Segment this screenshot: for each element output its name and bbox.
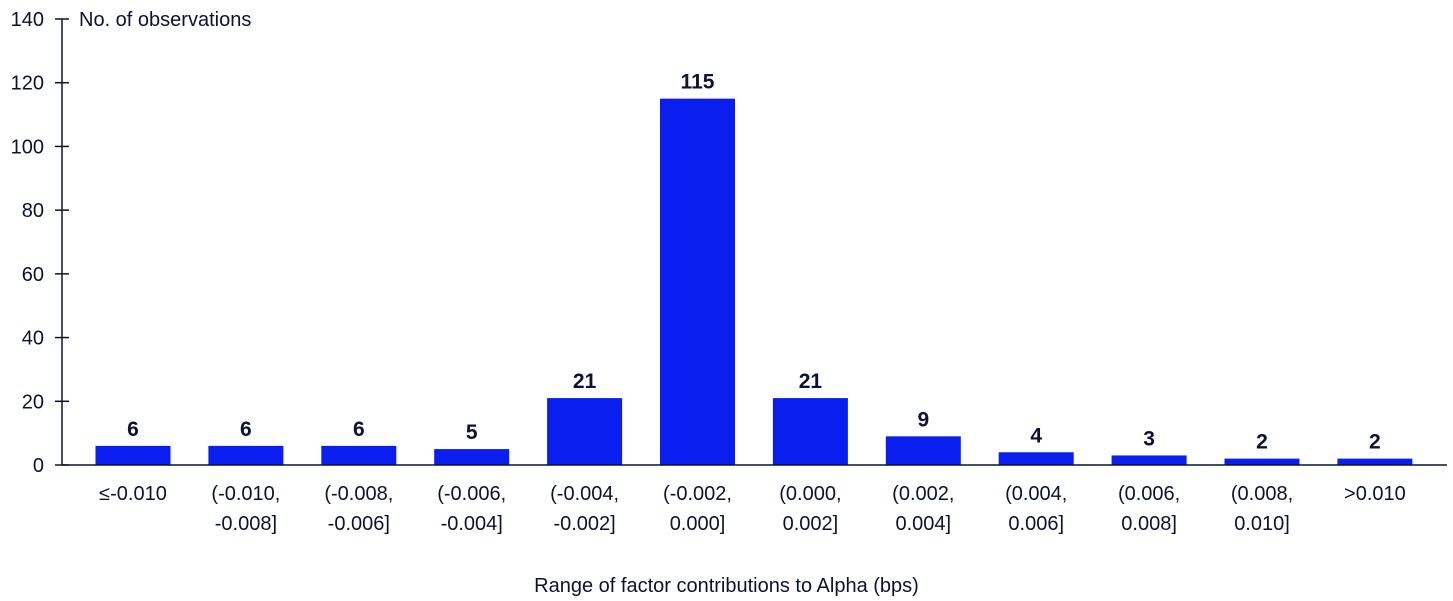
x-tick-label: (-0.010, -0.008] [211,483,280,535]
bar [208,445,284,465]
bar [321,445,397,465]
bar [1111,455,1187,465]
bar [434,449,510,465]
x-axis-title: Range of factor contributions to Alpha (… [534,575,919,597]
bar-value-label: 6 [127,418,139,441]
x-tick-label: (0.008, 0.010] [1231,483,1293,535]
bar [1224,458,1300,465]
y-tick-label: 80 [22,200,44,222]
x-tick-label: >0.010 [1344,483,1406,505]
bar-value-label: 6 [240,418,252,441]
bar [1337,458,1413,465]
bar-value-label: 5 [466,421,478,444]
x-tick-label: (-0.008, -0.006] [324,483,393,535]
bar-value-label: 4 [1030,424,1042,447]
bar [772,398,848,465]
x-tick-label: (0.004, 0.006] [1005,483,1067,535]
bar-value-label: 115 [681,71,715,94]
x-tick-label: (-0.006, -0.004] [437,483,506,535]
y-tick-label: 20 [22,391,44,413]
x-tick-label: (0.000, 0.002] [779,483,841,535]
y-tick-label: 140 [11,9,44,31]
y-tick-label: 60 [22,264,44,286]
bar [660,98,735,466]
x-tick-label: (-0.004, -0.002] [550,483,619,535]
y-tick-label: 120 [11,73,44,95]
bars [95,98,1413,466]
bar-value-label: 2 [1369,431,1381,454]
x-tick-label: (0.002, 0.004] [892,483,954,535]
y-tick-label: 40 [22,328,44,350]
bar [885,436,961,465]
y-tick-label: 0 [33,455,44,477]
y-axis: 0 20 40 60 80 100 120 140 [11,9,69,477]
x-tick-label: ≤-0.010 [99,483,167,505]
bar [95,445,171,465]
bar-value-label: 2 [1256,431,1268,454]
x-tick-label: (0.006, 0.008] [1118,483,1180,535]
y-tick-label: 100 [11,136,44,158]
bar-value-label: 3 [1143,427,1155,450]
bar-value-label: 21 [573,370,597,393]
x-tick-label: (-0.002, 0.000] [663,483,732,535]
bar-value-label: 21 [799,370,823,393]
bar-value-label: 6 [353,418,365,441]
y-axis-title: No. of observations [79,9,251,31]
bar [998,452,1074,465]
bar [547,398,623,465]
x-axis: ≤-0.010 (-0.010, -0.008] (-0.008, -0.006] (-0… [62,464,1447,535]
bar-value-label: 9 [917,408,929,431]
value-labels: 6 6 6 5 21 115 21 9 4 3 2 2 [127,71,1381,454]
